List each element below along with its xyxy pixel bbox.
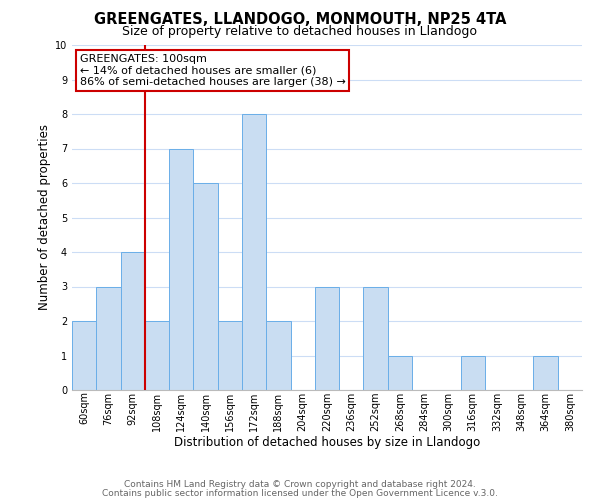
Bar [266,321,290,390]
Bar [169,148,193,390]
Bar [533,356,558,390]
Bar [145,321,169,390]
Bar [96,286,121,390]
Bar [315,286,339,390]
Bar [242,114,266,390]
Text: GREENGATES: 100sqm
← 14% of detached houses are smaller (6)
86% of semi-detached: GREENGATES: 100sqm ← 14% of detached hou… [80,54,346,87]
Bar [218,321,242,390]
Text: Contains public sector information licensed under the Open Government Licence v.: Contains public sector information licen… [102,488,498,498]
Bar [388,356,412,390]
Bar [364,286,388,390]
Text: Contains HM Land Registry data © Crown copyright and database right 2024.: Contains HM Land Registry data © Crown c… [124,480,476,489]
X-axis label: Distribution of detached houses by size in Llandogo: Distribution of detached houses by size … [174,436,480,450]
Text: GREENGATES, LLANDOGO, MONMOUTH, NP25 4TA: GREENGATES, LLANDOGO, MONMOUTH, NP25 4TA [94,12,506,28]
Bar [461,356,485,390]
Text: Size of property relative to detached houses in Llandogo: Size of property relative to detached ho… [122,25,478,38]
Bar [121,252,145,390]
Bar [72,321,96,390]
Y-axis label: Number of detached properties: Number of detached properties [38,124,51,310]
Bar [193,183,218,390]
